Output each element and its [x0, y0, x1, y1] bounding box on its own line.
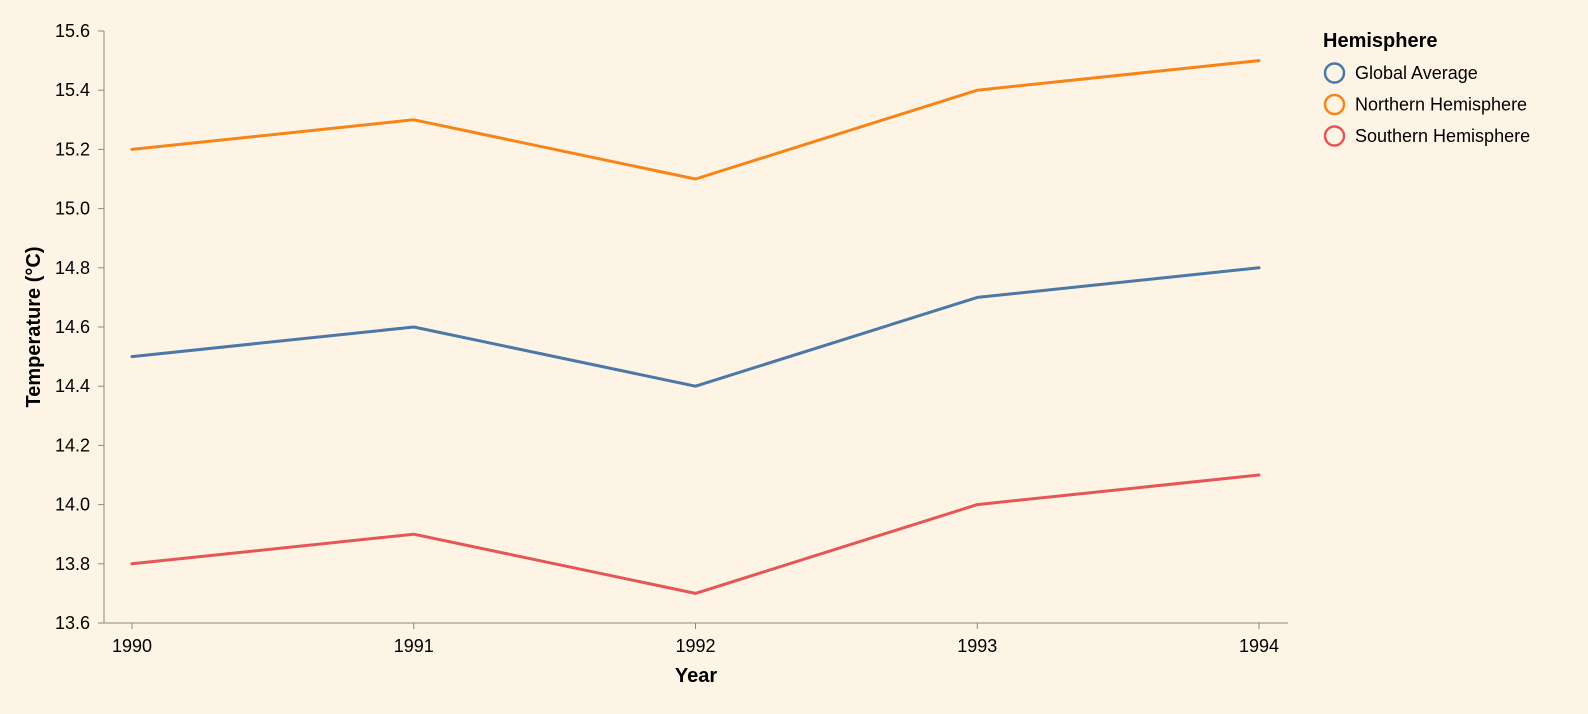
- legend-symbol: [1323, 62, 1346, 84]
- x-tick-label: 1994: [1239, 636, 1279, 656]
- x-axis-title: Year: [675, 665, 717, 687]
- y-tick-label: 13.8: [55, 554, 90, 574]
- y-tick-label: 15.6: [55, 21, 90, 41]
- legend-label: Northern Hemisphere: [1355, 95, 1527, 115]
- x-tick-label: 1991: [394, 636, 434, 656]
- y-tick-label: 14.4: [55, 376, 90, 396]
- y-tick-label: 14.2: [55, 435, 90, 455]
- legend-label: Southern Hemisphere: [1355, 126, 1530, 146]
- y-tick-label: 15.0: [55, 199, 90, 219]
- x-tick-label: 1992: [675, 636, 715, 656]
- legend-symbol: [1323, 125, 1346, 147]
- y-tick-label: 14.6: [55, 317, 90, 337]
- series-line-northern-hemisphere: [130, 59, 1261, 181]
- legend: Hemisphere Global Average Northern Hemisp…: [1323, 30, 1530, 147]
- legend-symbol: [1323, 93, 1346, 116]
- legend-label: Global Average: [1355, 63, 1478, 83]
- y-tick-label: 15.4: [55, 80, 90, 100]
- series-layer: [130, 59, 1261, 595]
- y-tick-label: 13.6: [55, 613, 90, 633]
- x-tick-label: 1990: [112, 636, 152, 656]
- y-axis: 13.6 13.8 14.0 14.2 14.4 14.6 14.8 15.0 15.2 15.4…: [55, 21, 105, 633]
- x-axis: 1990 1991 1992 1993 1994: [104, 622, 1288, 656]
- series-line-southern-hemisphere: [130, 473, 1261, 595]
- legend-items: Global Average Northern Hemisphere Souther…: [1323, 62, 1530, 147]
- series-line-global-average: [130, 266, 1261, 388]
- x-tick-label: 1993: [957, 636, 997, 656]
- y-tick-label: 15.2: [55, 139, 90, 159]
- y-axis-title: Temperature (°C): [23, 247, 45, 408]
- y-tick-label: 14.0: [55, 495, 90, 515]
- legend-title: Hemisphere: [1323, 30, 1438, 52]
- y-tick-label: 14.8: [55, 258, 90, 278]
